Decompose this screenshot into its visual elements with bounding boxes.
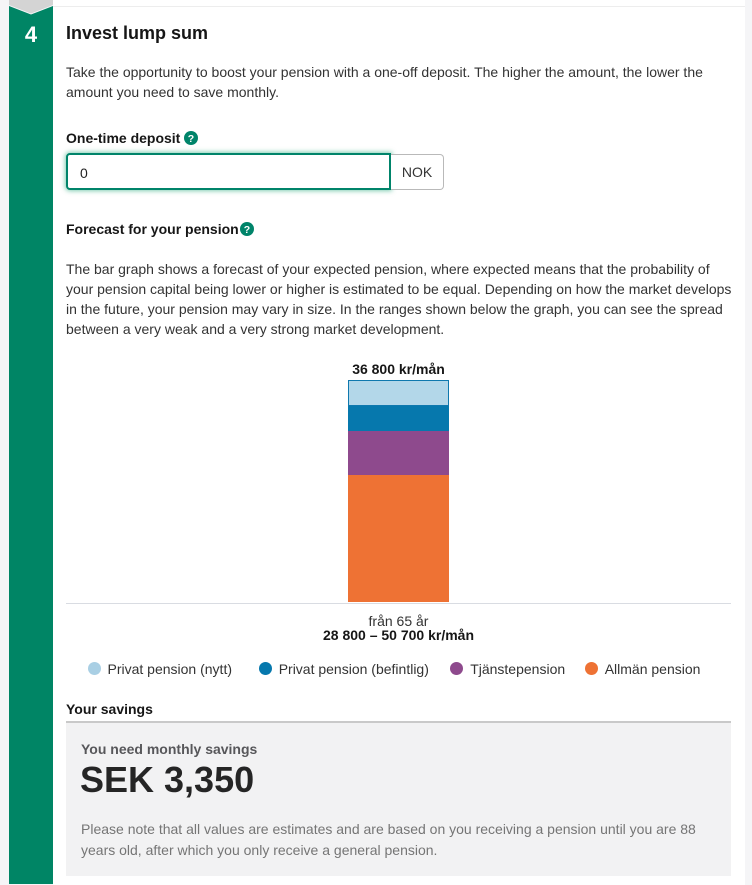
- svg-text:?: ?: [243, 224, 249, 236]
- svg-text:?: ?: [188, 133, 194, 145]
